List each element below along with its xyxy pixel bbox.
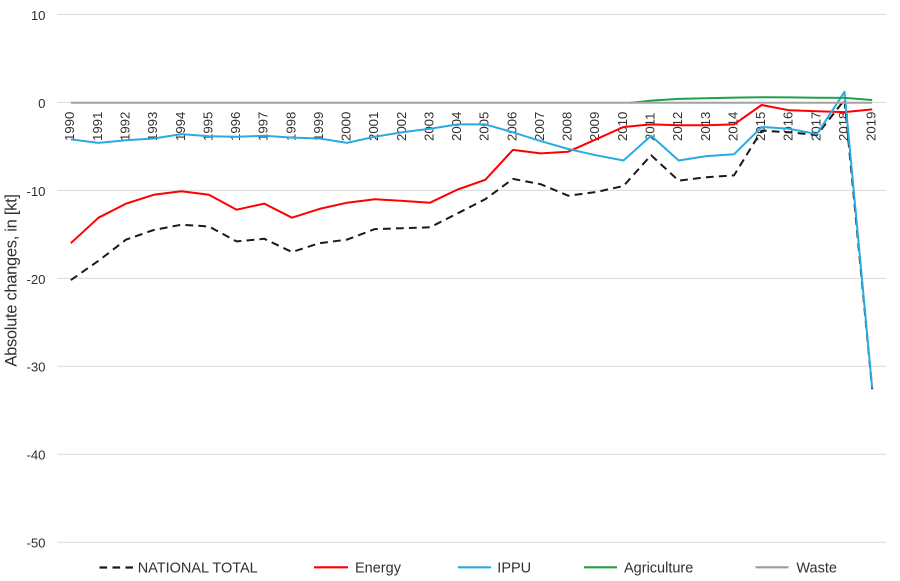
svg-text:1993: 1993 bbox=[145, 112, 160, 141]
svg-text:2008: 2008 bbox=[560, 112, 575, 141]
svg-text:1995: 1995 bbox=[200, 112, 215, 141]
svg-text:Absolute changes, in [kt]: Absolute changes, in [kt] bbox=[3, 194, 21, 366]
svg-text:2016: 2016 bbox=[781, 112, 796, 141]
svg-text:IPPU: IPPU bbox=[497, 561, 531, 577]
svg-text:-10: -10 bbox=[26, 184, 45, 199]
svg-text:2012: 2012 bbox=[670, 112, 685, 141]
svg-text:-30: -30 bbox=[26, 360, 45, 375]
svg-text:2006: 2006 bbox=[504, 112, 519, 141]
svg-text:2009: 2009 bbox=[587, 112, 602, 141]
svg-text:2003: 2003 bbox=[421, 112, 436, 141]
svg-text:-20: -20 bbox=[26, 272, 45, 287]
svg-text:1992: 1992 bbox=[118, 112, 133, 141]
svg-text:1999: 1999 bbox=[311, 112, 326, 141]
svg-text:1994: 1994 bbox=[173, 112, 188, 141]
svg-text:Waste: Waste bbox=[796, 561, 837, 577]
svg-text:10: 10 bbox=[31, 8, 46, 23]
svg-text:1991: 1991 bbox=[90, 112, 105, 141]
svg-text:2004: 2004 bbox=[449, 112, 464, 141]
svg-text:-40: -40 bbox=[26, 448, 45, 463]
svg-text:0: 0 bbox=[38, 96, 45, 111]
svg-text:1998: 1998 bbox=[283, 112, 298, 141]
svg-text:Energy: Energy bbox=[355, 561, 402, 577]
svg-text:2014: 2014 bbox=[725, 112, 740, 141]
svg-text:2019: 2019 bbox=[864, 112, 879, 141]
svg-text:2001: 2001 bbox=[366, 112, 381, 141]
svg-text:2015: 2015 bbox=[753, 112, 768, 141]
svg-text:2007: 2007 bbox=[532, 112, 547, 141]
svg-text:1997: 1997 bbox=[256, 112, 271, 141]
svg-text:1996: 1996 bbox=[228, 112, 243, 141]
svg-text:2000: 2000 bbox=[339, 112, 354, 141]
svg-text:2011: 2011 bbox=[643, 113, 658, 141]
svg-text:2010: 2010 bbox=[615, 112, 630, 141]
svg-text:2002: 2002 bbox=[394, 112, 409, 141]
svg-text:-50: -50 bbox=[26, 536, 45, 551]
svg-text:2013: 2013 bbox=[698, 112, 713, 141]
svg-text:NATIONAL TOTAL: NATIONAL TOTAL bbox=[138, 561, 258, 577]
svg-text:Agriculture: Agriculture bbox=[624, 561, 693, 577]
svg-text:2005: 2005 bbox=[477, 112, 492, 141]
svg-text:1990: 1990 bbox=[62, 112, 77, 141]
